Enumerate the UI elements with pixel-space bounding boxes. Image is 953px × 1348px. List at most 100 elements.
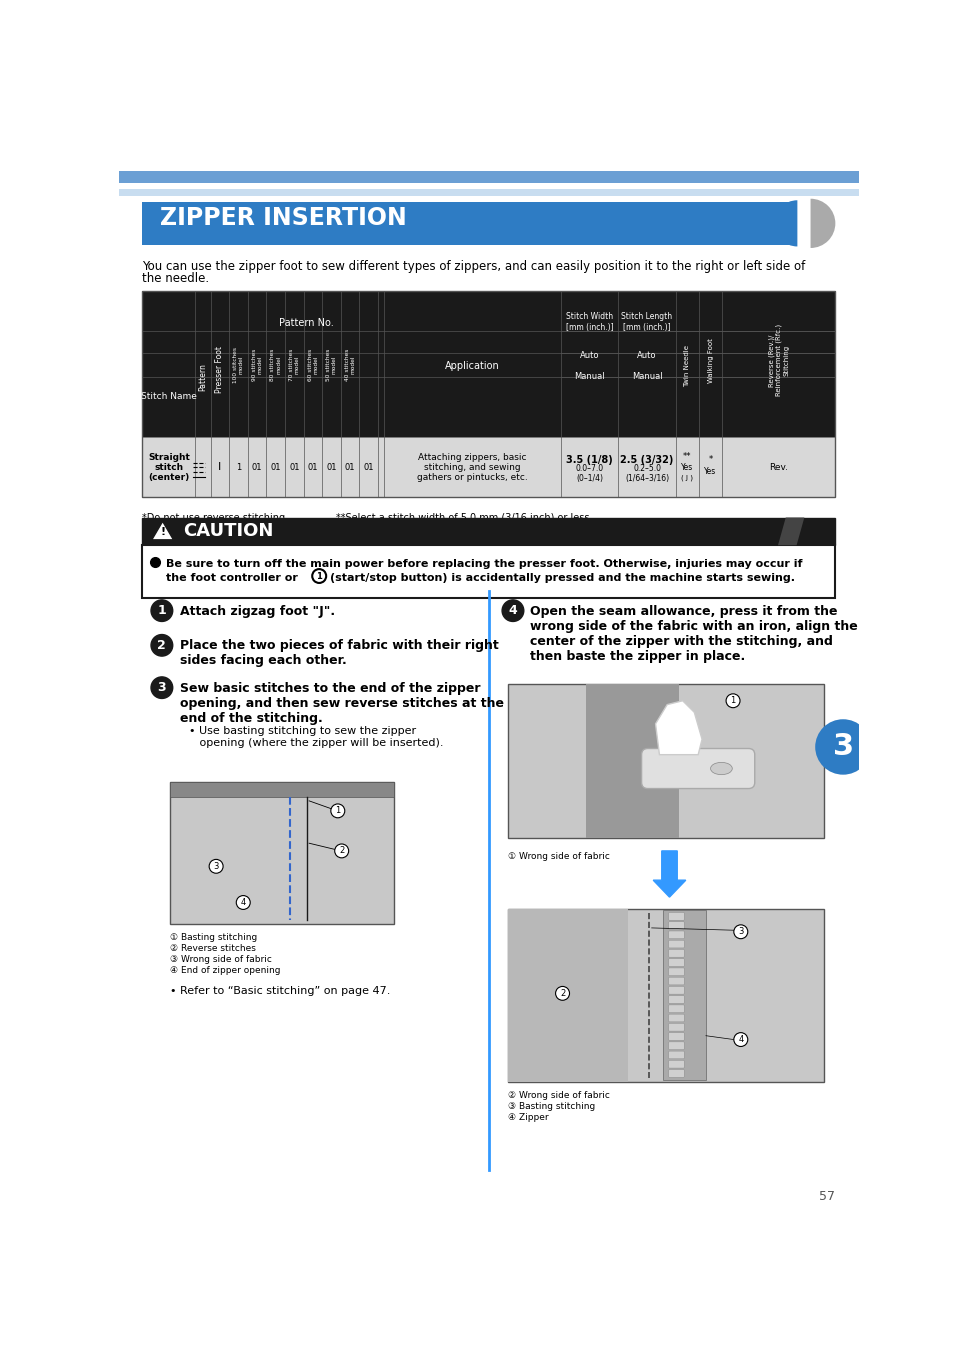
FancyBboxPatch shape — [668, 1042, 683, 1050]
Circle shape — [209, 860, 223, 874]
Text: ② Wrong side of fabric: ② Wrong side of fabric — [508, 1091, 610, 1100]
Text: ( J ): ( J ) — [680, 474, 693, 481]
Text: 01: 01 — [271, 462, 281, 472]
FancyBboxPatch shape — [119, 171, 858, 183]
Text: I: I — [218, 462, 221, 472]
Text: Sew basic stitches to the end of the zipper
opening, and then sew reverse stitch: Sew basic stitches to the end of the zip… — [179, 682, 503, 724]
FancyBboxPatch shape — [508, 909, 628, 1082]
Text: 01: 01 — [363, 462, 374, 472]
Text: *: * — [708, 456, 712, 464]
Text: 57: 57 — [819, 1190, 835, 1202]
Text: 2: 2 — [559, 989, 564, 998]
Text: 3: 3 — [738, 927, 742, 937]
Text: ④ Zipper: ④ Zipper — [508, 1112, 548, 1122]
FancyBboxPatch shape — [668, 941, 683, 948]
FancyBboxPatch shape — [142, 518, 835, 545]
Text: 2: 2 — [157, 639, 166, 652]
Text: Reverse (Rev.)/
Reinforcement (Rfc.)
Stitching: Reverse (Rev.)/ Reinforcement (Rfc.) Sti… — [767, 325, 788, 396]
Text: Attach zigzag foot "J".: Attach zigzag foot "J". — [179, 604, 335, 617]
Text: 40 stitches
model: 40 stitches model — [344, 349, 355, 381]
Polygon shape — [152, 522, 173, 539]
Text: You can use the zipper foot to sew different types of zippers, and can easily po: You can use the zipper foot to sew diffe… — [142, 260, 805, 274]
FancyBboxPatch shape — [668, 1004, 683, 1012]
Polygon shape — [655, 701, 701, 755]
Text: ① Basting stitching: ① Basting stitching — [170, 933, 256, 942]
FancyBboxPatch shape — [508, 683, 823, 838]
Text: 80 stitches
model: 80 stitches model — [270, 349, 281, 381]
Text: Yes: Yes — [680, 462, 693, 472]
FancyBboxPatch shape — [668, 931, 683, 938]
Text: Straight
stitch
(center): Straight stitch (center) — [148, 453, 190, 483]
Circle shape — [331, 803, 344, 818]
Text: 1: 1 — [316, 572, 322, 581]
Text: 3: 3 — [213, 861, 218, 871]
Text: Open the seam allowance, press it from the
wrong side of the fabric with an iron: Open the seam allowance, press it from t… — [530, 604, 857, 662]
Text: 0.0–7.0
(0–1/4): 0.0–7.0 (0–1/4) — [575, 464, 603, 484]
Text: 3: 3 — [832, 732, 853, 762]
Circle shape — [501, 600, 523, 621]
Text: Be sure to turn off the main power before replacing the presser foot. Otherwise,: Be sure to turn off the main power befor… — [166, 559, 801, 569]
FancyBboxPatch shape — [668, 1033, 683, 1041]
Text: 2: 2 — [338, 847, 344, 856]
Text: ① Wrong side of fabric: ① Wrong side of fabric — [508, 852, 610, 860]
FancyBboxPatch shape — [668, 1023, 683, 1031]
Text: 4: 4 — [738, 1035, 742, 1045]
Text: 0.2–5.0
(1/64–3/16): 0.2–5.0 (1/64–3/16) — [624, 464, 668, 484]
FancyBboxPatch shape — [668, 996, 683, 1003]
Text: Stitch Name: Stitch Name — [141, 392, 196, 402]
FancyBboxPatch shape — [668, 977, 683, 985]
Text: !: ! — [160, 527, 165, 537]
Text: Auto

Manual: Auto Manual — [574, 350, 604, 380]
Text: **: ** — [682, 452, 691, 461]
Polygon shape — [778, 518, 803, 545]
FancyBboxPatch shape — [662, 910, 705, 1080]
Circle shape — [151, 600, 172, 621]
Text: ④ End of zipper opening: ④ End of zipper opening — [170, 965, 280, 975]
Text: 3: 3 — [157, 681, 166, 694]
Text: Rev.: Rev. — [768, 462, 787, 472]
Text: 4: 4 — [240, 898, 246, 907]
Text: CAUTION: CAUTION — [183, 523, 273, 541]
Circle shape — [725, 694, 740, 708]
Text: Stitch Length
[mm (inch.)]: Stitch Length [mm (inch.)] — [620, 313, 672, 332]
FancyBboxPatch shape — [142, 202, 793, 245]
FancyBboxPatch shape — [641, 748, 754, 789]
Text: ③ Basting stitching: ③ Basting stitching — [508, 1101, 595, 1111]
Text: Walking Foot: Walking Foot — [707, 338, 713, 383]
Wedge shape — [810, 198, 835, 248]
Text: 1: 1 — [235, 462, 241, 472]
Text: 01: 01 — [308, 462, 318, 472]
Circle shape — [335, 844, 348, 857]
Text: 70 stitches
model: 70 stitches model — [289, 349, 299, 381]
FancyBboxPatch shape — [668, 958, 683, 967]
FancyBboxPatch shape — [142, 291, 835, 437]
FancyArrow shape — [653, 851, 685, 898]
FancyBboxPatch shape — [668, 913, 683, 921]
FancyBboxPatch shape — [170, 782, 394, 925]
Text: 3.5 (1/8): 3.5 (1/8) — [566, 454, 613, 465]
FancyBboxPatch shape — [142, 545, 835, 597]
Text: (start/stop button) is accidentally pressed and the machine starts sewing.: (start/stop button) is accidentally pres… — [330, 573, 794, 582]
Text: **Select a stitch width of 5.0 mm (3/16 inch) or less.: **Select a stitch width of 5.0 mm (3/16 … — [335, 512, 592, 523]
Text: 2.5 (3/32): 2.5 (3/32) — [619, 454, 673, 465]
FancyBboxPatch shape — [668, 1069, 683, 1077]
Text: 50 stitches
model: 50 stitches model — [326, 349, 336, 381]
Circle shape — [733, 1033, 747, 1046]
Text: Presser Foot: Presser Foot — [215, 346, 224, 394]
FancyBboxPatch shape — [668, 968, 683, 976]
Text: 01: 01 — [289, 462, 299, 472]
FancyBboxPatch shape — [668, 922, 683, 930]
Text: 01: 01 — [326, 462, 336, 472]
Text: Application: Application — [445, 361, 499, 371]
Text: Auto

Manual: Auto Manual — [631, 350, 661, 380]
FancyBboxPatch shape — [585, 683, 679, 838]
FancyBboxPatch shape — [170, 782, 394, 797]
Wedge shape — [773, 201, 797, 247]
Circle shape — [151, 677, 172, 698]
Text: 1: 1 — [730, 697, 735, 705]
Text: Pattern No.: Pattern No. — [279, 318, 334, 329]
Circle shape — [236, 895, 250, 910]
Circle shape — [151, 635, 172, 656]
Text: Place the two pieces of fabric with their right
sides facing each other.: Place the two pieces of fabric with thei… — [179, 639, 497, 667]
Text: Pattern: Pattern — [198, 364, 207, 391]
